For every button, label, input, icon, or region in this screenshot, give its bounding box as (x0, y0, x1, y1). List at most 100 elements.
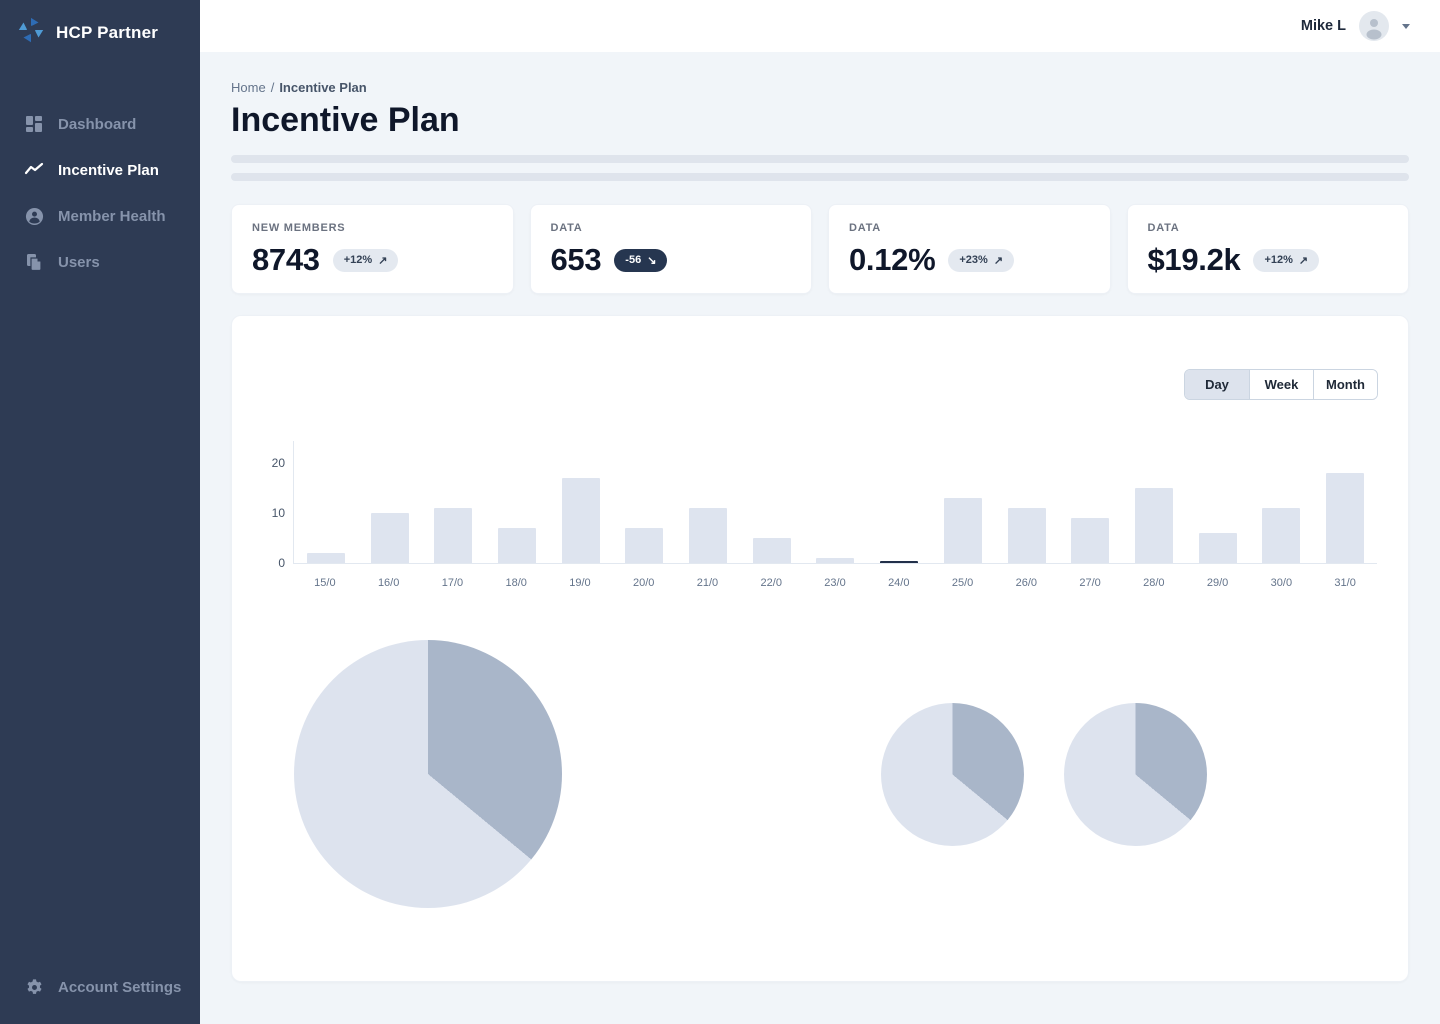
stat-label: NEW MEMBERS (252, 222, 346, 234)
breadcrumb-separator: / (270, 80, 275, 95)
bar-31/0 (1326, 473, 1365, 563)
x-tick-label: 30/0 (1270, 577, 1293, 589)
bar-17/0 (434, 508, 473, 563)
sidebar-item-dashboard[interactable]: Dashboard (0, 101, 200, 147)
stat-card-data-1: DATA 653 -56 ↘ (529, 204, 812, 294)
sidebar: HCP Partner Dashboard (0, 0, 200, 1024)
x-tick-label: 17/0 (441, 577, 464, 589)
topbar: Mike L (200, 0, 1440, 52)
trend-badge: +12% ↗ (1253, 248, 1320, 272)
x-tick-label: 21/0 (696, 577, 719, 589)
x-tick-label: 20/0 (633, 577, 655, 589)
sidebar-item-users[interactable]: Users (0, 239, 200, 285)
skeleton-bar (231, 173, 1409, 181)
page-title: Incentive Plan (231, 101, 460, 139)
stat-value: 8743 (252, 242, 320, 277)
trend-badge: -56 ↘ (614, 248, 668, 272)
x-tick-label: 29/0 (1206, 577, 1229, 589)
sidebar-item-member-health[interactable]: Member Health (0, 193, 200, 239)
x-tick-label: 25/0 (951, 577, 974, 589)
sidebar-item-label: Incentive Plan (58, 161, 159, 179)
y-tick-label: 20 (271, 456, 285, 470)
x-tick-label: 26/0 (1015, 577, 1038, 589)
arrow-up-right-icon: ↗ (993, 254, 1004, 267)
arrow-down-right-icon: ↘ (647, 254, 657, 267)
dashboard-grid-icon (24, 114, 44, 134)
x-tick-label: 16/0 (377, 577, 400, 589)
bar-16/0 (370, 513, 409, 563)
sidebar-item-label: Users (58, 253, 100, 271)
sidebar-item-label: Member Health (58, 207, 166, 225)
chevron-down-icon (1402, 23, 1410, 29)
x-tick-label: 19/0 (569, 577, 591, 589)
x-tick-label: 18/0 (505, 577, 527, 589)
sidebar-item-account-settings[interactable]: Account Settings (0, 964, 200, 1010)
stat-card-new-members: NEW MEMBERS 8743 +12% ↗ (231, 204, 514, 294)
period-toggle: Day Week Month (1184, 369, 1378, 400)
x-tick-label: 15/0 (314, 577, 336, 589)
bar-30/0 (1262, 508, 1301, 563)
pie-chart-small-2 (1064, 703, 1207, 846)
bar-29/0 (1198, 533, 1237, 563)
brand-pinwheel-icon (16, 15, 46, 50)
toggle-day-button[interactable]: Day (1185, 370, 1249, 399)
bar-25/0 (943, 498, 982, 563)
avatar[interactable] (1359, 11, 1389, 41)
content: Home / Incentive Plan Incentive Plan NEW… (200, 52, 1440, 1024)
trend-line-icon (24, 160, 44, 180)
x-tick-label: 22/0 (760, 577, 782, 589)
x-tick-label: 24/0 (888, 577, 910, 589)
breadcrumb: Home / Incentive Plan (231, 80, 1409, 95)
stat-cards: NEW MEMBERS 8743 +12% ↗ DATA 653 -56 ↘ DAT… (231, 204, 1409, 294)
bar-26/0 (1007, 508, 1046, 563)
x-tick-label: 27/0 (1079, 577, 1101, 589)
stat-card-data-2: DATA 0.12% +23% ↗ (828, 204, 1111, 294)
user-name: Mike L (1300, 18, 1346, 34)
x-tick-label: 31/0 (1334, 577, 1356, 589)
sidebar-item-label: Dashboard (58, 115, 137, 133)
bar-chart-x-axis: 15/0 16/0 17/0 18/0 19/0 20/0 21/0 22/0 23/0 24/0… (293, 577, 1377, 589)
user-menu[interactable]: Mike L (1301, 11, 1410, 41)
pie-chart-large (294, 640, 562, 908)
brand-name: HCP Partner (56, 22, 159, 42)
toggle-week-button[interactable]: Week (1249, 370, 1313, 399)
arrow-up-right-icon: ↗ (1298, 254, 1309, 267)
person-circle-icon (24, 206, 44, 226)
documents-icon (24, 252, 44, 272)
y-tick-label: 0 (278, 556, 285, 570)
skeleton-bar (231, 155, 1409, 163)
toggle-month-button[interactable]: Month (1313, 370, 1377, 399)
gear-icon (24, 977, 44, 997)
y-tick-label: 10 (271, 506, 285, 520)
stat-value: 653 (550, 242, 602, 277)
stat-value: 0.12% (849, 242, 936, 277)
chart-card: Day Week Month 0 10 20 15/0 16/0 17/0 18/0 19/… (231, 315, 1409, 982)
bar-20/0 (625, 528, 664, 563)
bar-24/0 (880, 561, 919, 563)
bar-22/0 (752, 538, 791, 563)
sidebar-footer-label: Account Settings (58, 978, 182, 996)
bar-21/0 (689, 508, 728, 563)
stat-label: DATA (1147, 222, 1180, 234)
bar-27/0 (1071, 518, 1110, 563)
stat-card-data-3: DATA $19.2k +12% ↗ (1126, 204, 1409, 294)
brand: HCP Partner (0, 0, 200, 65)
trend-badge: +23% ↗ (948, 248, 1015, 272)
bar-23/0 (816, 558, 855, 563)
sidebar-item-incentive-plan[interactable]: Incentive Plan (0, 147, 200, 193)
bar-15/0 (306, 553, 345, 563)
arrow-up-right-icon: ↗ (378, 254, 388, 267)
bar-chart: 0 10 20 (272, 441, 1377, 570)
x-tick-label: 28/0 (1143, 577, 1165, 589)
sidebar-nav: Dashboard Incentive Plan (0, 101, 200, 285)
pie-chart-small-1 (881, 703, 1024, 846)
stat-label: DATA (550, 222, 583, 234)
x-tick-label: 23/0 (824, 577, 846, 589)
bar-28/0 (1134, 488, 1173, 563)
breadcrumb-current: Incentive Plan (279, 80, 367, 95)
bar-19/0 (561, 478, 600, 563)
stat-value: $19.2k (1147, 242, 1241, 277)
trend-badge: +12% ↗ (332, 248, 399, 272)
breadcrumb-home[interactable]: Home (231, 80, 266, 95)
